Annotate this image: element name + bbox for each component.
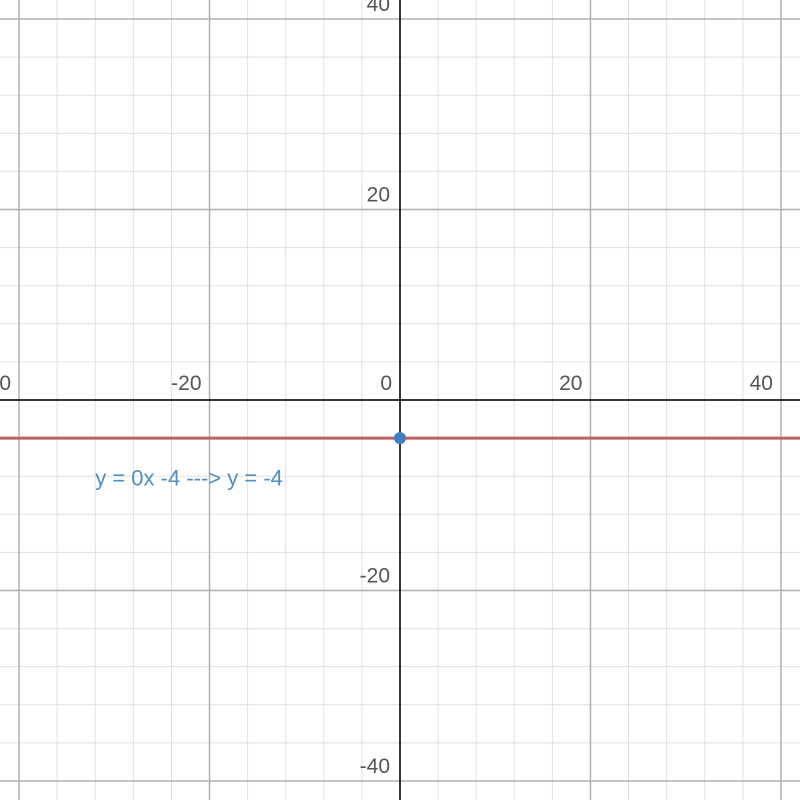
- x-tick-label: 0: [380, 372, 392, 395]
- y-tick-label: 20: [367, 184, 390, 207]
- x-tick-label: 20: [559, 372, 582, 395]
- y-tick-label: 40: [367, 0, 390, 16]
- chart-svg: -40 -20 0 20 40 -40 -20 20 40 y = 0x -4 ---> y = …: [0, 0, 800, 800]
- x-tick-label: -20: [171, 372, 201, 395]
- y-tick-label: -40: [360, 755, 390, 778]
- coordinate-plane-chart: -40 -20 0 20 40 -40 -20 20 40 y = 0x -4 ---> y = …: [0, 0, 800, 800]
- y-intercept-point: [394, 432, 406, 444]
- x-tick-label: -40: [0, 372, 11, 395]
- y-tick-label: -20: [360, 564, 390, 587]
- x-tick-label: 40: [750, 372, 773, 395]
- equation-annotation: y = 0x -4 ---> y = -4: [95, 466, 283, 491]
